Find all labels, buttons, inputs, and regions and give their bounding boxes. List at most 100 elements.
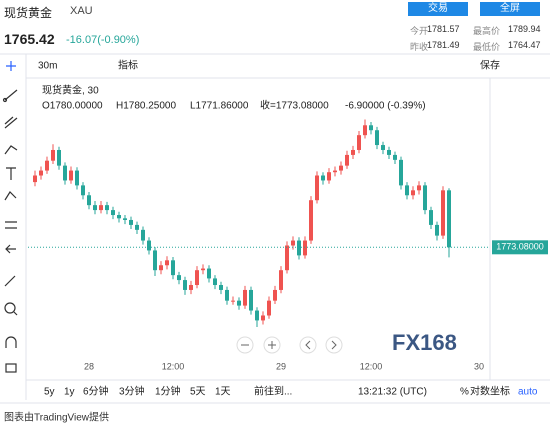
symbol-code: XAU xyxy=(70,5,93,17)
candle-body xyxy=(243,289,247,306)
candle-body xyxy=(93,205,97,211)
quote-label: 最低价 xyxy=(473,42,501,52)
candle-body xyxy=(285,245,289,271)
percent[interactable]: % xyxy=(460,387,469,398)
range[interactable]: 1分钟 xyxy=(155,385,181,398)
indicators[interactable]: 指标 xyxy=(118,59,138,72)
candle-body xyxy=(45,160,49,171)
candle-body xyxy=(99,205,103,211)
candle-body xyxy=(339,165,343,171)
candle-body xyxy=(399,159,403,186)
candle-body xyxy=(321,175,325,181)
candle-body xyxy=(39,170,43,176)
candle-body xyxy=(153,250,157,271)
candle-body xyxy=(123,218,127,220)
candle-body xyxy=(435,224,439,236)
quote-label: 最高价 xyxy=(473,26,501,36)
trade-button[interactable]: 交易 xyxy=(408,2,468,16)
fullscreen-button[interactable]: 全屏 xyxy=(480,2,540,16)
candle-body xyxy=(273,289,277,301)
candle-body xyxy=(207,268,211,279)
candle-body xyxy=(69,170,73,181)
candle-body xyxy=(309,200,313,241)
candle-body xyxy=(81,185,85,196)
range[interactable]: 6分钟 xyxy=(83,385,109,398)
candle-body xyxy=(291,240,295,246)
candle-body xyxy=(189,285,193,290)
candle-body xyxy=(393,154,397,160)
candle-body xyxy=(279,270,283,290)
candle-body xyxy=(51,149,55,161)
candle-body xyxy=(213,278,217,286)
quote-value: 1789.94 xyxy=(508,24,541,34)
save[interactable]: 保存 xyxy=(480,59,500,72)
candle-body xyxy=(447,190,451,248)
candle-body xyxy=(375,130,379,146)
candle-body xyxy=(267,300,271,316)
bottom-bar: 5y 1y 6分钟 3分钟 1分钟 5天 1天 前往到... 13:21:32 … xyxy=(44,385,538,398)
candle-body xyxy=(411,190,415,196)
price-change: -16.07(-0.90%) xyxy=(66,34,140,46)
quote-value: 1764.47 xyxy=(508,40,541,50)
drawing-tools[interactable] xyxy=(2,61,18,373)
candle-body xyxy=(129,219,133,225)
candle-body xyxy=(333,170,337,173)
candle-body xyxy=(297,240,301,256)
quote-value: 1781.57 xyxy=(427,24,460,34)
legend-title: 现货黄金, 30 xyxy=(42,84,99,97)
candle-body xyxy=(63,165,67,181)
ohlc-low: L1771.86000 xyxy=(190,101,249,112)
ohlc-change: -6.90000 (-0.39%) xyxy=(345,101,426,112)
candle-body xyxy=(369,125,373,131)
range[interactable]: 1y xyxy=(64,387,75,398)
ohlc-open: O1780.00000 xyxy=(42,101,103,112)
candle-body xyxy=(165,260,169,266)
candle-body xyxy=(405,185,409,196)
candle-body xyxy=(225,289,229,301)
candle-body xyxy=(57,149,61,166)
x-tick-label: 28 xyxy=(84,361,94,371)
candle-body xyxy=(261,315,265,321)
candle-body xyxy=(345,154,349,166)
log-scale[interactable]: 对数坐标 xyxy=(470,385,510,398)
candle-body xyxy=(195,270,199,286)
candle-body xyxy=(417,185,421,191)
candle-body xyxy=(387,149,391,155)
candle-body xyxy=(135,224,139,230)
candle-body xyxy=(303,240,307,256)
ohlc-high: H1780.25000 xyxy=(116,101,176,112)
candle-body xyxy=(183,280,187,290)
zoom-controls[interactable] xyxy=(236,336,343,354)
watermark: FX168 xyxy=(392,330,457,355)
candle-body xyxy=(327,172,331,181)
goto[interactable]: 前往到... xyxy=(254,385,292,398)
price: 1765.42 xyxy=(4,31,55,47)
quote-label: 昨收 xyxy=(410,42,429,52)
range[interactable]: 5天 xyxy=(190,387,206,398)
candle-body xyxy=(423,185,427,211)
range[interactable]: 3分钟 xyxy=(119,385,145,398)
candle-body xyxy=(441,190,445,236)
candle-body xyxy=(75,170,79,186)
candle-body xyxy=(105,205,109,211)
ohlc-close: 收=1773.08000 xyxy=(260,99,329,112)
candle-body xyxy=(171,260,175,276)
candle-body xyxy=(159,265,163,271)
candle-body xyxy=(237,300,241,306)
clock: 13:21:32 (UTC) xyxy=(358,387,427,398)
last-price-box xyxy=(492,240,548,255)
interval[interactable]: 30m xyxy=(38,61,57,72)
auto-scale[interactable]: auto xyxy=(518,387,538,398)
candle-body xyxy=(381,145,385,150)
candle-body xyxy=(363,125,367,136)
candle-body xyxy=(33,175,37,183)
quote-value: 1781.49 xyxy=(427,40,460,50)
candle-body xyxy=(357,135,361,150)
candle-body xyxy=(87,195,91,206)
candle-body xyxy=(249,289,253,311)
range[interactable]: 5y xyxy=(44,387,55,398)
x-tick-label: 12:00 xyxy=(360,361,383,371)
range[interactable]: 1天 xyxy=(215,387,231,398)
